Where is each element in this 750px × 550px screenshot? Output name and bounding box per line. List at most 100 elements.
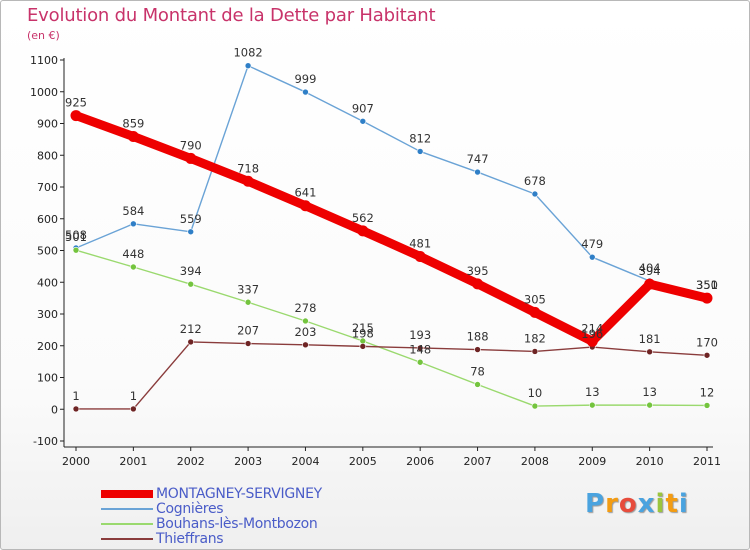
- series-point-cogni-res: [588, 253, 596, 261]
- legend-swatch: [101, 538, 153, 540]
- data-label-montagney-servigney: 481: [409, 237, 431, 251]
- data-label-bouhans-l-s-montbozon: 148: [409, 342, 431, 356]
- proxiti-logo: Proxiti: [585, 489, 689, 519]
- series-point-montagney-servigney: [127, 131, 139, 143]
- data-label-thieffrans: 1: [72, 389, 79, 403]
- y-tick-label: 1100: [30, 54, 58, 67]
- data-label-montagney-servigney: 641: [294, 186, 316, 200]
- data-label-thieffrans: 182: [524, 331, 546, 345]
- y-tick-label: 800: [37, 149, 58, 162]
- series-point-cogni-res: [359, 117, 367, 125]
- data-label-bouhans-l-s-montbozon: 13: [585, 385, 600, 399]
- series-point-bouhans-l-s-montbozon: [187, 280, 195, 288]
- x-tick-label: 2009: [578, 455, 606, 468]
- legend-label: Cognières: [156, 501, 224, 517]
- data-label-thieffrans: 193: [409, 328, 431, 342]
- data-label-cogni-res: 812: [409, 131, 431, 145]
- data-label-bouhans-l-s-montbozon: 337: [237, 282, 259, 296]
- x-tick-label: 2002: [177, 455, 205, 468]
- series-point-thieffrans: [302, 341, 309, 349]
- series-point-bouhans-l-s-montbozon: [416, 358, 424, 366]
- chart-title: Evolution du Montant de la Dette par Hab…: [27, 5, 436, 26]
- data-label-bouhans-l-s-montbozon: 448: [122, 247, 144, 261]
- series-line-thieffrans: [75, 341, 708, 410]
- logo-letter: r: [605, 489, 619, 519]
- x-tick-label: 2010: [636, 455, 664, 468]
- series-point-bouhans-l-s-montbozon: [646, 401, 653, 409]
- y-tick-label: 500: [37, 245, 58, 258]
- logo-letter: P: [585, 489, 606, 519]
- x-tick-label: 2003: [234, 455, 262, 468]
- data-label-cogni-res: 584: [122, 204, 144, 218]
- data-label-cogni-res: 907: [352, 101, 374, 115]
- data-label-thieffrans: 188: [467, 330, 489, 344]
- series-point-cogni-res: [474, 168, 481, 176]
- series-point-cogni-res: [531, 190, 539, 198]
- series-point-thieffrans: [703, 351, 711, 359]
- data-label-bouhans-l-s-montbozon: 278: [294, 301, 316, 315]
- x-tick-label: 2005: [349, 455, 377, 468]
- data-label-montagney-servigney: 562: [352, 211, 374, 225]
- data-label-cogni-res: 999: [294, 72, 316, 86]
- logo-letter: t: [665, 489, 679, 519]
- series-point-montagney-servigney: [414, 251, 426, 263]
- series-point-thieffrans: [531, 348, 539, 355]
- data-label-thieffrans: 181: [639, 332, 661, 346]
- data-label-montagney-servigney: 395: [467, 264, 489, 278]
- series-point-cogni-res: [416, 148, 424, 155]
- y-tick-label: 100: [37, 372, 58, 385]
- legend-swatch: [101, 508, 153, 510]
- data-label-thieffrans: 1: [130, 389, 137, 403]
- series-point-bouhans-l-s-montbozon: [474, 381, 481, 388]
- legend-label: MONTAGNEY-SERVIGNEY: [156, 486, 322, 502]
- data-label-bouhans-l-s-montbozon: 13: [642, 385, 657, 399]
- y-tick-label: 1000: [30, 86, 58, 99]
- data-label-cogni-res: 508: [65, 228, 87, 242]
- series-point-cogni-res: [187, 228, 195, 236]
- y-tick-label: 900: [37, 118, 58, 131]
- x-tick-label: 2001: [119, 455, 147, 468]
- data-label-montagney-servigney: 394: [639, 264, 661, 278]
- data-label-bouhans-l-s-montbozon: 78: [470, 364, 485, 378]
- legend-label: Bouhans-lès-Montbozon: [156, 516, 318, 532]
- x-tick-label: 2007: [464, 455, 492, 468]
- series-point-bouhans-l-s-montbozon: [588, 401, 596, 409]
- data-label-bouhans-l-s-montbozon: 12: [700, 385, 715, 399]
- y-tick-label: 300: [37, 308, 58, 321]
- data-label-cogni-res: 404: [639, 261, 661, 275]
- data-label-montagney-servigney: 859: [122, 117, 144, 131]
- data-label-cogni-res: 678: [524, 174, 546, 188]
- series-point-thieffrans: [187, 338, 195, 346]
- logo-letter: i: [678, 489, 689, 519]
- data-label-bouhans-l-s-montbozon: 215: [352, 321, 374, 335]
- data-label-thieffrans: 207: [237, 324, 259, 338]
- logo-letter: o: [618, 489, 638, 519]
- data-label-cogni-res: 1082: [233, 46, 262, 60]
- data-label-cogni-res: 479: [581, 237, 603, 251]
- series-point-montagney-servigney: [242, 175, 254, 187]
- series-point-thieffrans: [474, 346, 481, 353]
- legend-label: Thieffrans: [156, 531, 224, 547]
- series-point-thieffrans: [72, 405, 80, 413]
- y-tick-label: 200: [37, 340, 58, 353]
- series-point-thieffrans: [130, 405, 137, 413]
- y-tick-label: 700: [37, 181, 58, 194]
- series-point-cogni-res: [302, 88, 309, 96]
- series-point-montagney-servigney: [529, 306, 541, 318]
- data-label-thieffrans: 198: [352, 326, 374, 340]
- series-point-montagney-servigney: [472, 278, 484, 290]
- series-point-thieffrans: [244, 340, 252, 347]
- series-point-montagney-servigney: [299, 200, 311, 212]
- data-label-montagney-servigney: 925: [65, 96, 87, 110]
- x-tick-label: 2008: [521, 455, 549, 468]
- series-point-thieffrans: [416, 344, 424, 352]
- data-label-cogni-res: 351: [696, 278, 718, 292]
- data-label-montagney-servigney: 214: [581, 321, 603, 335]
- series-point-bouhans-l-s-montbozon: [531, 402, 539, 410]
- data-label-bouhans-l-s-montbozon: 10: [528, 386, 543, 400]
- legend-swatch: [101, 490, 153, 498]
- series-point-montagney-servigney: [701, 292, 713, 304]
- data-label-bouhans-l-s-montbozon: 394: [180, 264, 202, 278]
- logo-letter: x: [637, 489, 656, 519]
